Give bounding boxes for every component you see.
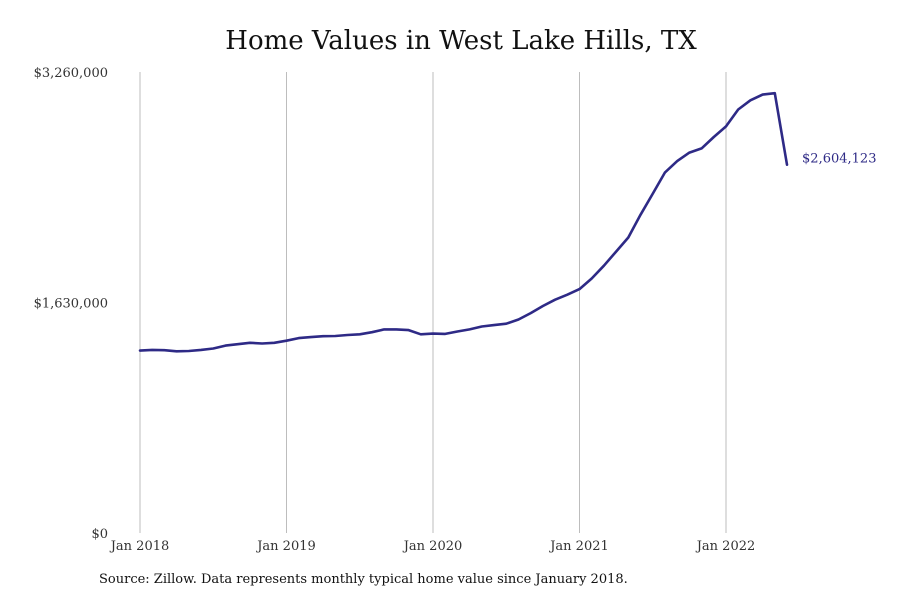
y-axis-ticks: $0 $1,630,000 $3,260,000	[34, 66, 108, 542]
y-tick-label: $0	[91, 527, 108, 542]
x-axis-ticks: Jan 2018 Jan 2019 Jan 2020 Jan 2021 Jan 2022	[109, 539, 756, 554]
x-tick-label: Jan 2021	[548, 539, 609, 554]
y-tick-label: $1,630,000	[34, 297, 108, 312]
chart-title: Home Values in West Lake Hills, TX	[225, 26, 697, 56]
gridlines	[139, 72, 727, 533]
series-layer	[138, 91, 789, 353]
x-tick-label: Jan 2022	[695, 539, 756, 554]
source-note: Source: Zillow. Data represents monthly …	[99, 572, 628, 587]
end-value-label: $2,604,123	[802, 152, 876, 167]
end-label-layer: $2,604,123	[802, 152, 876, 167]
x-tick-label: Jan 2020	[402, 539, 463, 554]
x-tick-label: Jan 2019	[255, 539, 316, 554]
series-line	[138, 91, 789, 353]
y-tick-label: $3,260,000	[34, 66, 108, 81]
x-tick-label: Jan 2018	[109, 539, 170, 554]
